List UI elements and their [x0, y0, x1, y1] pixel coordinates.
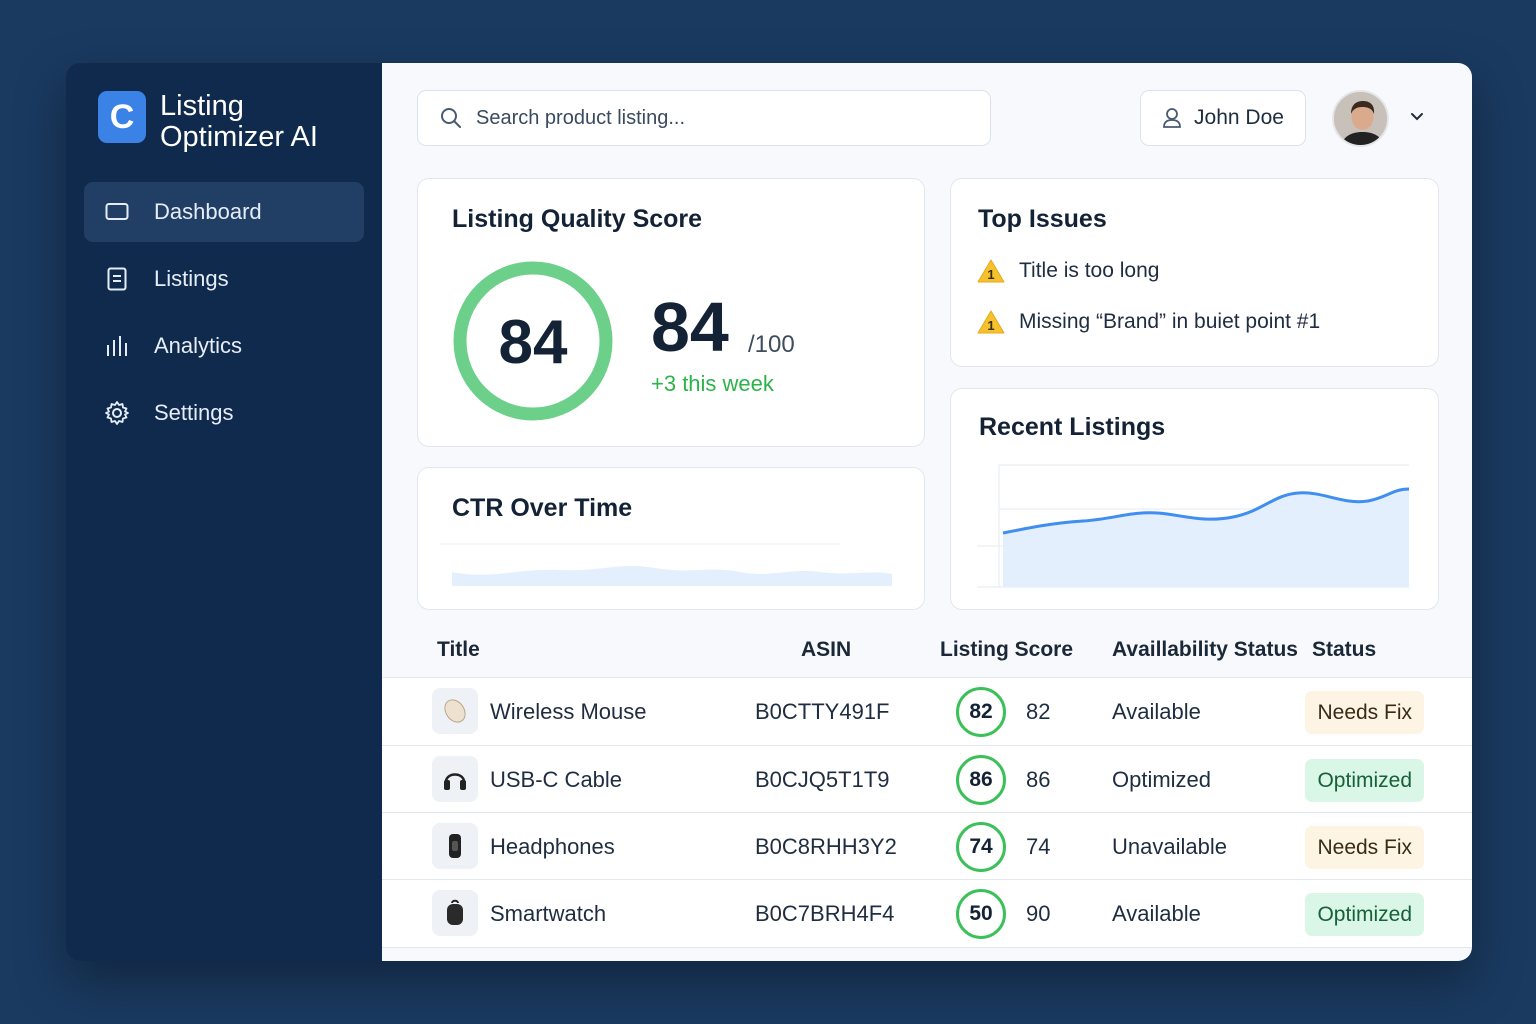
column-header-status[interactable]: Status	[1312, 638, 1377, 661]
avatar[interactable]	[1332, 90, 1389, 147]
sidebar-item-listings[interactable]: Listings	[84, 249, 364, 309]
score-ring: 50	[956, 889, 1006, 939]
main-content: John Doe Listing Quality Score 84 84	[382, 63, 1472, 961]
search-bar[interactable]	[417, 90, 991, 146]
row-title: Wireless Mouse	[490, 698, 647, 724]
mouse-icon	[432, 688, 478, 734]
svg-text:1: 1	[987, 318, 994, 333]
table-row[interactable]: Headphones B0C8RHH3Y2 74 74 Unavailable …	[382, 812, 1472, 880]
quality-ring-value: 84	[499, 308, 568, 377]
warning-icon: 1	[977, 259, 1005, 283]
column-header-availability[interactable]: Availlability Status	[1112, 638, 1298, 661]
smartwatch-icon	[432, 823, 478, 869]
status-badge: Needs Fix	[1305, 826, 1424, 869]
user-name: John Doe	[1194, 106, 1284, 129]
app-logo: C	[98, 91, 146, 143]
table-row[interactable]: Wireless Mouse B0CTTY491F 82 82 Availabl…	[382, 677, 1472, 745]
quality-delta: +3 this week	[651, 371, 774, 396]
column-header-asin[interactable]: ASIN	[801, 638, 852, 661]
top-issues-card: Top Issues 1 Title is too long 1 Missing…	[950, 178, 1439, 367]
row-availability: Optimized	[1112, 766, 1212, 792]
search-icon	[440, 107, 462, 129]
column-header-score[interactable]: Listing Score	[940, 638, 1074, 661]
issue-text: Missing “Brand” in buiet point #1	[1019, 310, 1321, 333]
sidebar-item-label: Settings	[154, 400, 234, 425]
recent-listings-card: Recent Listings	[950, 388, 1439, 610]
sidebar-item-settings[interactable]: Settings	[84, 383, 364, 443]
row-asin: B0C7BRH4F4	[755, 900, 895, 926]
brand: C Listing Optimizer AI	[98, 91, 350, 153]
row-score: 74	[1026, 833, 1051, 859]
row-asin: B0CJQ5T1T9	[755, 766, 890, 792]
sidebar-item-analytics[interactable]: Analytics	[84, 316, 364, 376]
quality-score-card: Listing Quality Score 84 84 /100 +3 this…	[417, 178, 925, 447]
issue-text: Title is too long	[1019, 259, 1160, 282]
row-availability: Available	[1112, 698, 1201, 724]
row-title: USB-C Cable	[490, 766, 623, 792]
status-badge: Optimized	[1305, 759, 1424, 802]
row-score: 82	[1026, 698, 1051, 724]
status-badge: Needs Fix	[1305, 691, 1424, 734]
row-availability: Unavailable	[1112, 833, 1227, 859]
quality-ring: 84	[451, 259, 615, 428]
row-asin: B0C8RHH3Y2	[755, 833, 897, 859]
ctr-card: CTR Over Time	[417, 467, 925, 610]
issue-item[interactable]: 1 Missing “Brand” in buiet point #1	[977, 310, 1320, 334]
row-score: 86	[1026, 766, 1051, 792]
quality-score: 84	[651, 288, 729, 366]
app-name: Listing Optimizer AI	[160, 90, 318, 153]
table-row[interactable]: Smartwatch B0C7BRH4F4 50 90 Available Op…	[382, 879, 1472, 948]
row-availability: Available	[1112, 900, 1201, 926]
score-ring: 82	[956, 687, 1006, 737]
card-title: Listing Quality Score	[452, 205, 703, 233]
card-title: Top Issues	[978, 205, 1107, 233]
document-icon	[104, 266, 130, 292]
sidebar-item-dashboard[interactable]: Dashboard	[84, 182, 364, 242]
table-row[interactable]: USB-C Cable B0CJQ5T1T9 86 86 Optimized O…	[382, 745, 1472, 813]
user-icon	[1162, 107, 1182, 129]
sidebar-nav: Dashboard Listings Analytics	[84, 182, 364, 450]
issue-item[interactable]: 1 Title is too long	[977, 259, 1159, 283]
sidebar-item-label: Dashboard	[154, 199, 262, 224]
ctr-sparkline	[440, 543, 892, 586]
user-menu-button[interactable]: John Doe	[1140, 90, 1306, 146]
score-ring: 86	[956, 755, 1006, 805]
backpack-icon	[432, 890, 478, 936]
svg-text:1: 1	[987, 267, 994, 282]
row-title: Smartwatch	[490, 900, 607, 926]
app-window: C Listing Optimizer AI Dashboard Listing…	[66, 63, 1472, 961]
quality-max: /100	[748, 331, 795, 358]
card-title: Recent Listings	[979, 413, 1166, 441]
sidebar: C Listing Optimizer AI Dashboard Listing…	[66, 63, 382, 961]
bar-chart-icon	[104, 333, 130, 359]
score-ring: 74	[956, 822, 1006, 872]
headphones-icon	[432, 756, 478, 802]
chevron-down-icon[interactable]	[1410, 109, 1424, 127]
search-input[interactable]	[474, 105, 958, 131]
sidebar-item-label: Analytics	[154, 333, 243, 358]
row-title: Headphones	[490, 833, 615, 859]
monitor-icon	[104, 199, 130, 225]
status-badge: Optimized	[1305, 893, 1424, 936]
gear-icon	[104, 400, 130, 426]
sidebar-item-label: Listings	[154, 266, 229, 291]
column-header-title[interactable]: Title	[437, 638, 480, 661]
row-score: 90	[1026, 900, 1051, 926]
card-title: CTR Over Time	[452, 494, 633, 522]
recent-listings-chart	[977, 464, 1410, 588]
warning-icon: 1	[977, 310, 1005, 334]
row-asin: B0CTTY491F	[755, 698, 890, 724]
